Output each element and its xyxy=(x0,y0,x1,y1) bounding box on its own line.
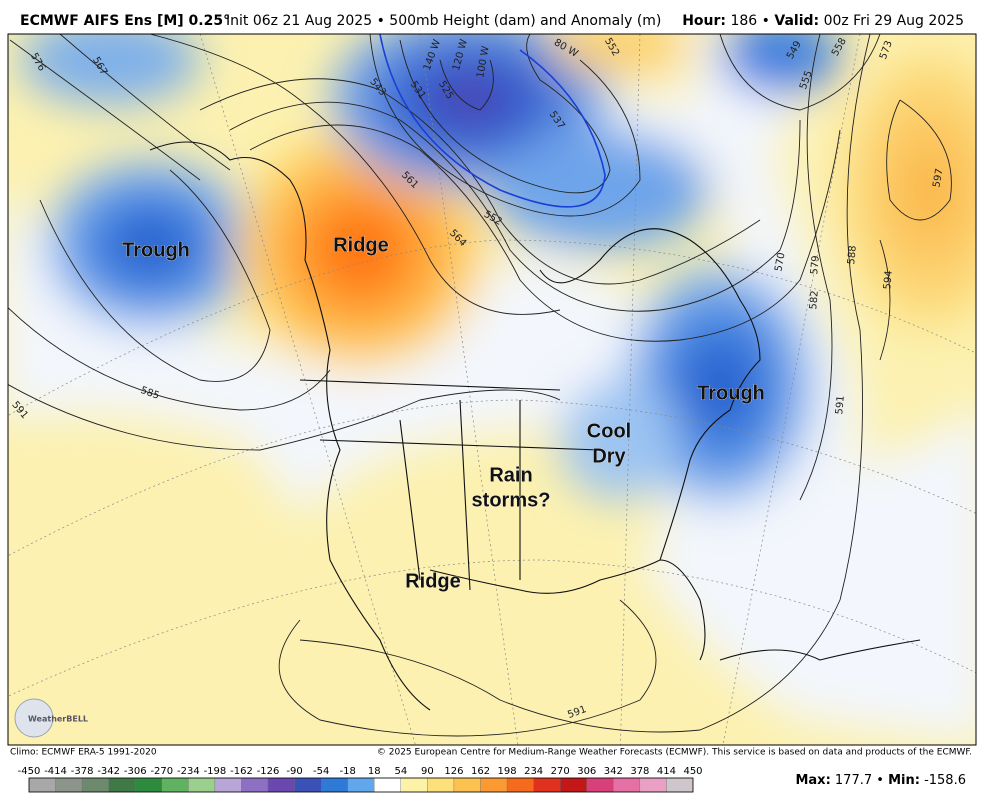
max-label: Max: xyxy=(795,773,830,788)
colorbar-tick-label: -378 xyxy=(71,766,94,777)
annotation: Rain xyxy=(489,464,532,486)
title: ECMWF AIFS Ens [M] 0.25° xyxy=(20,13,230,29)
colorbar-swatch xyxy=(108,777,136,793)
colorbar-tick-label: -270 xyxy=(150,766,173,777)
colorbar-tick-label: -342 xyxy=(97,766,120,777)
annotation: Dry xyxy=(592,445,626,467)
colorbar-swatch xyxy=(639,777,667,793)
colorbar-swatch xyxy=(506,777,534,793)
colorbar-tick-label: -126 xyxy=(257,766,280,777)
colorbar-swatch xyxy=(161,777,189,793)
colorbar-tick-label: -54 xyxy=(313,766,329,777)
colorbar-tick-label: -90 xyxy=(286,766,302,777)
colorbar-tick-label: -450 xyxy=(18,766,41,777)
map xyxy=(8,34,976,745)
climo-note: Climo: ECMWF ERA-5 1991-2020 xyxy=(10,748,157,758)
copyright: © 2025 European Centre for Medium-Range … xyxy=(377,748,972,758)
contour-label: 597 xyxy=(931,168,945,189)
height-contours xyxy=(8,34,952,737)
colorbar-tick-label: 162 xyxy=(471,766,490,777)
logo-text: WeatherBELL xyxy=(28,715,88,724)
colorbar-tick-label: 126 xyxy=(444,766,463,777)
valid-label: Valid: xyxy=(774,13,819,29)
colorbar-tick-label: -162 xyxy=(230,766,253,777)
colorbar-swatch xyxy=(28,777,56,793)
annotation: storms? xyxy=(472,489,551,511)
colorbar-swatch xyxy=(427,777,455,793)
colorbar-tick-label: 342 xyxy=(604,766,623,777)
colorbar-swatch xyxy=(81,777,109,793)
logo: WeatherBELL xyxy=(14,698,88,738)
annotation: Ridge xyxy=(405,570,461,592)
colorbar-swatch xyxy=(453,777,481,793)
colorbar-swatch xyxy=(666,777,694,793)
colorbar-swatch xyxy=(586,777,614,793)
colorbar-swatch xyxy=(267,777,295,793)
colorbar-tick-label: 90 xyxy=(421,766,434,777)
colorbar-tick-label: 18 xyxy=(368,766,381,777)
valid-time: 00z Fri 29 Aug 2025 xyxy=(824,13,964,29)
colorbar-tick-label: 234 xyxy=(524,766,543,777)
annotation: Trough xyxy=(697,382,765,404)
colorbar-tick-label: -234 xyxy=(177,766,200,777)
colorbar-swatch xyxy=(347,777,375,793)
colorbar-tick-label: 414 xyxy=(657,766,676,777)
colorbar-swatch xyxy=(533,777,561,793)
colorbar-tick-label: -198 xyxy=(204,766,227,777)
contour-label: 579 xyxy=(809,255,822,275)
colorbar-tick-label: 378 xyxy=(630,766,649,777)
hour-label: Hour: xyxy=(682,13,726,29)
colorbar-swatch xyxy=(400,777,428,793)
coastlines xyxy=(149,141,921,711)
colorbar-tick-label: -306 xyxy=(124,766,147,777)
colorbar-tick-label: 306 xyxy=(577,766,596,777)
max-min: Max: 177.7 • Min: -158.6 xyxy=(795,773,966,788)
colorbar-tick-label: 450 xyxy=(683,766,702,777)
colorbar-swatch xyxy=(613,777,641,793)
anomaly-field xyxy=(8,34,976,744)
colorbar-swatch xyxy=(214,777,242,793)
separator: • xyxy=(876,773,884,788)
valid-info: Hour: 186 • Valid: 00z Fri 29 Aug 2025 xyxy=(682,13,964,29)
separator: • xyxy=(762,13,770,29)
colorbar-swatch xyxy=(135,777,162,793)
colorbar-swatch xyxy=(480,777,508,793)
colorbar-swatch xyxy=(55,777,83,793)
annotations: Trough Ridge Trough Cool Dry Rain storms? Ridge xyxy=(122,234,765,593)
colorbar-swatch xyxy=(294,777,322,793)
contour-label: 570 xyxy=(773,252,787,273)
logo-globe xyxy=(14,698,54,738)
min-value: -158.6 xyxy=(924,773,966,788)
colorbar: -450 -414 -378 -342 -306 -270 -234 -198 -162 -126… xyxy=(18,766,703,793)
header: ECMWF AIFS Ens [M] 0.25° Init 06z 21 Aug… xyxy=(20,13,964,29)
colorbar-tick-label: 198 xyxy=(498,766,517,777)
map-frame xyxy=(7,33,977,746)
colorbar-frame xyxy=(28,777,694,793)
colorbar-tick-label: 270 xyxy=(551,766,570,777)
max-value: 177.7 xyxy=(835,773,872,788)
min-label: Min: xyxy=(888,773,920,788)
hour: 186 xyxy=(730,13,757,29)
colorbar-tick-label: -414 xyxy=(44,766,67,777)
subtitle: Init 06z 21 Aug 2025 • 500mb Height (dam… xyxy=(226,13,661,29)
annotation: Ridge xyxy=(333,234,389,256)
contour-label: 594 xyxy=(882,270,895,290)
colorbar-swatch xyxy=(321,777,348,793)
colorbar-swatch xyxy=(374,777,401,793)
colorbar-swatch xyxy=(188,777,216,793)
colorbar-tick-label: -18 xyxy=(340,766,356,777)
annotation: Cool xyxy=(587,420,631,442)
annotation: Trough xyxy=(122,239,190,261)
colorbar-swatch xyxy=(560,777,587,793)
colorbar-swatch xyxy=(241,777,269,793)
contour-label: 588 xyxy=(846,245,859,265)
contour-label: 591 xyxy=(834,395,847,415)
contour-label: 582 xyxy=(808,290,821,310)
colorbar-tick-label: 54 xyxy=(394,766,407,777)
graticule xyxy=(8,34,976,745)
